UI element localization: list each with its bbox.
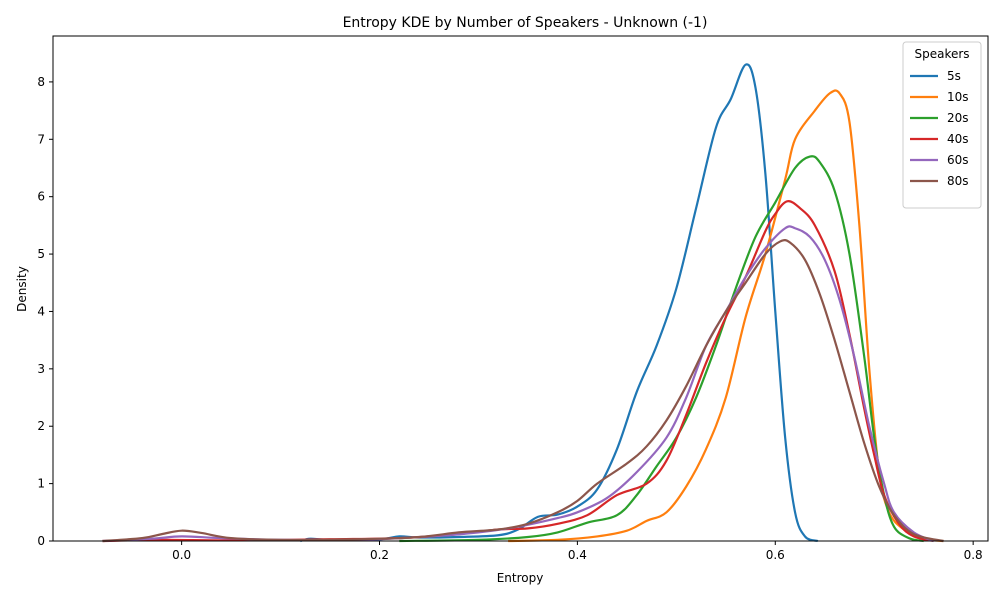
plot-frame <box>52 35 989 542</box>
series-line-20s <box>399 155 924 543</box>
legend-title: Speakers <box>914 47 969 61</box>
y-tick-label: 5 <box>37 247 45 261</box>
legend-label-10s: 10s <box>947 90 969 104</box>
y-tick-label: 2 <box>37 419 45 433</box>
y-tick-label: 3 <box>37 362 45 376</box>
y-tick-label: 4 <box>37 304 45 318</box>
x-tick-label: 0.0 <box>172 548 191 562</box>
y-axis-title: Density <box>15 266 29 312</box>
x-axis: 0.0 0.2 0.4 0.6 0.8 <box>172 541 983 562</box>
series-line-60s <box>102 225 935 543</box>
legend-label-5s: 5s <box>947 69 961 83</box>
chart-title: Entropy KDE by Number of Speakers - Unkn… <box>343 15 708 31</box>
legend-label-80s: 80s <box>947 174 969 188</box>
y-axis: 0 1 2 3 4 5 6 7 8 <box>37 75 53 548</box>
y-tick-label: 7 <box>37 132 45 146</box>
series-line-80s <box>102 239 944 543</box>
x-tick-label: 0.6 <box>766 548 785 562</box>
x-tick-label: 0.4 <box>568 548 587 562</box>
y-tick-label: 6 <box>37 190 45 204</box>
x-tick-label: 0.2 <box>370 548 389 562</box>
legend-box <box>902 41 982 209</box>
series-line-40s <box>102 200 934 543</box>
y-tick-label: 0 <box>37 534 45 548</box>
legend-label-20s: 20s <box>947 111 969 125</box>
y-tick-label: 1 <box>37 477 45 491</box>
x-tick-label: 0.8 <box>964 548 983 562</box>
legend-label-40s: 40s <box>947 132 969 146</box>
y-tick-label: 8 <box>37 75 45 89</box>
series-line-5s <box>300 63 819 543</box>
plot-area <box>102 63 944 543</box>
legend-label-60s: 60s <box>947 153 969 167</box>
x-axis-title: Entropy <box>497 571 544 585</box>
legend: Speakers 5s 10s 20s 40s 60s 80s <box>902 41 982 209</box>
